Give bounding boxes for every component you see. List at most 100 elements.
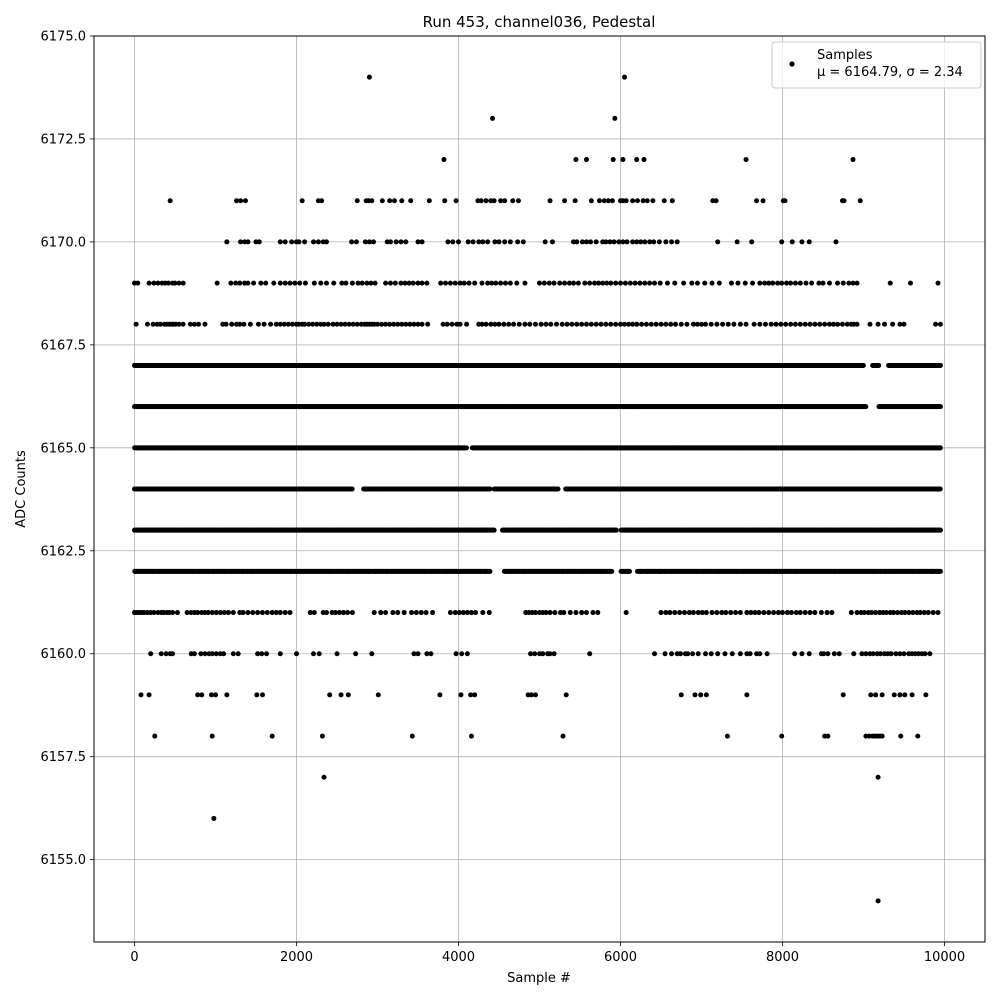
data-point (265, 610, 270, 615)
data-point (410, 734, 415, 739)
data-point (799, 651, 804, 656)
data-point (579, 610, 584, 615)
data-point (880, 734, 885, 739)
data-point (693, 692, 698, 697)
data-point (492, 528, 497, 533)
data-point (659, 610, 664, 615)
data-point (324, 610, 329, 615)
data-point (733, 610, 738, 615)
data-point (487, 569, 492, 574)
data-point (723, 610, 728, 615)
data-point (744, 692, 749, 697)
data-point (614, 528, 619, 533)
data-point (454, 651, 459, 656)
data-point (278, 651, 283, 656)
data-point (245, 610, 250, 615)
data-point (561, 610, 566, 615)
data-point (627, 569, 632, 574)
data-point (192, 651, 197, 656)
data-point (725, 734, 730, 739)
data-point (851, 651, 856, 656)
data-point (448, 610, 453, 615)
data-point (350, 487, 355, 492)
data-point (210, 734, 215, 739)
data-point (345, 610, 350, 615)
data-point (931, 610, 936, 615)
data-point (540, 651, 545, 656)
data-point (564, 692, 569, 697)
data-point (873, 692, 878, 697)
data-point (761, 610, 766, 615)
data-point (898, 734, 903, 739)
data-point (667, 610, 672, 615)
data-point (231, 610, 236, 615)
data-point (419, 610, 424, 615)
data-point (696, 651, 701, 656)
data-point (876, 775, 881, 780)
data-point (170, 610, 175, 615)
data-point (322, 775, 327, 780)
data-point (897, 692, 902, 697)
data-point (414, 610, 419, 615)
data-point (812, 610, 817, 615)
data-point (469, 734, 474, 739)
data-point (938, 528, 943, 533)
data-point (236, 651, 241, 656)
data-point (779, 734, 784, 739)
data-point (428, 651, 433, 656)
data-point (678, 651, 683, 656)
data-point (703, 651, 708, 656)
data-point (757, 610, 762, 615)
data-point (533, 692, 538, 697)
data-point (568, 610, 573, 615)
data-point (926, 610, 931, 615)
data-point (369, 651, 374, 656)
data-point (765, 651, 770, 656)
data-point (213, 692, 218, 697)
data-point (880, 692, 885, 697)
data-point (294, 651, 299, 656)
data-point (829, 610, 834, 615)
data-point (714, 610, 719, 615)
data-point (339, 692, 344, 697)
data-point (825, 610, 830, 615)
data-point (691, 610, 696, 615)
data-point (260, 692, 265, 697)
data-point (480, 610, 485, 615)
data-point (254, 692, 259, 697)
data-point (590, 610, 595, 615)
data-point (409, 610, 414, 615)
data-point (679, 692, 684, 697)
data-point (395, 610, 400, 615)
data-point (730, 651, 735, 656)
data-point (738, 651, 743, 656)
data-point (458, 692, 463, 697)
data-point (682, 610, 687, 615)
data-point (663, 651, 668, 656)
data-point (548, 610, 553, 615)
data-point (609, 569, 614, 574)
data-point (709, 651, 714, 656)
data-point (766, 610, 771, 615)
data-point (255, 610, 260, 615)
data-point (226, 610, 231, 615)
data-point (270, 734, 275, 739)
data-point (728, 610, 733, 615)
data-point (372, 610, 377, 615)
data-point (652, 651, 657, 656)
data-point (837, 651, 842, 656)
data-point (390, 610, 395, 615)
data-point (825, 734, 830, 739)
data-point (698, 692, 703, 697)
data-point (152, 734, 157, 739)
data-point (789, 610, 794, 615)
data-point (437, 692, 442, 697)
data-point (685, 651, 690, 656)
data-point (938, 487, 943, 492)
data-point (148, 651, 153, 656)
data-point (552, 610, 557, 615)
data-point (923, 651, 928, 656)
